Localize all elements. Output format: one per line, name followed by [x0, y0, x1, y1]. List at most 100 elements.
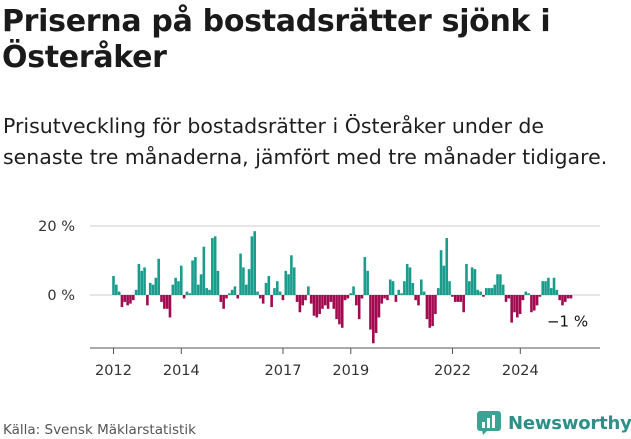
bar	[236, 295, 240, 299]
bar	[346, 295, 350, 299]
bar-series	[112, 231, 573, 344]
bar	[115, 284, 118, 295]
bar	[326, 295, 330, 309]
bar	[442, 265, 446, 295]
bar	[185, 291, 189, 295]
bar	[196, 284, 200, 295]
x-tick-label: 2017	[265, 363, 302, 379]
bar	[459, 295, 463, 302]
bar	[357, 295, 361, 320]
bar	[298, 295, 302, 313]
bar	[273, 288, 276, 295]
bar	[501, 284, 505, 295]
bar	[558, 295, 561, 301]
bar	[569, 295, 573, 299]
bar	[397, 289, 401, 295]
bar	[352, 286, 355, 296]
bar	[250, 236, 254, 295]
bar	[123, 295, 127, 302]
bar	[462, 295, 465, 313]
bar	[451, 295, 454, 297]
bar	[182, 295, 186, 299]
newsworthy-logo[interactable]: Newsworthy	[476, 410, 631, 436]
bar	[487, 288, 491, 295]
bar	[179, 265, 183, 295]
bar	[527, 293, 530, 295]
bar	[315, 295, 319, 318]
bar	[211, 238, 214, 295]
bar	[518, 295, 522, 314]
bar	[244, 284, 248, 295]
bar	[281, 295, 285, 301]
bar	[239, 253, 242, 295]
bar	[355, 295, 358, 306]
bar	[278, 291, 282, 295]
bar	[473, 269, 477, 296]
bar	[191, 260, 194, 295]
bar	[479, 291, 482, 295]
bar	[493, 284, 497, 295]
bar	[549, 288, 553, 295]
x-tick-label: 2012	[95, 363, 132, 379]
source-note: Källa: Svensk Mäklarstatistik	[3, 422, 196, 438]
bar	[403, 281, 406, 295]
bar	[504, 295, 508, 302]
bar	[126, 295, 129, 306]
bar	[219, 295, 223, 302]
bar	[448, 281, 451, 295]
bar	[366, 270, 369, 295]
bar	[112, 276, 115, 295]
bar	[309, 295, 313, 304]
x-tick-label: 2024	[502, 363, 539, 379]
gridlines	[90, 225, 600, 296]
bar	[380, 295, 384, 304]
bar	[476, 289, 480, 295]
bar	[151, 284, 155, 295]
bar	[295, 295, 299, 302]
bar	[338, 295, 341, 325]
bar	[561, 295, 564, 306]
bar	[552, 277, 556, 295]
bar	[372, 295, 375, 344]
bar	[513, 295, 516, 313]
bar	[233, 286, 237, 296]
bar	[445, 238, 449, 295]
bar	[547, 277, 550, 295]
bar	[411, 282, 415, 295]
x-tick-label: 2019	[332, 363, 369, 379]
bar	[163, 295, 166, 309]
bar	[422, 291, 426, 295]
bar	[490, 288, 494, 295]
bar	[275, 281, 279, 295]
bar	[405, 263, 409, 295]
bar	[335, 295, 338, 320]
bar	[524, 291, 528, 295]
y-axis: 20 % 0 %	[38, 219, 75, 304]
bar	[160, 295, 163, 302]
bar	[267, 276, 271, 295]
bar	[304, 295, 307, 301]
bar	[400, 293, 403, 295]
bar	[521, 295, 525, 301]
bar	[174, 277, 177, 295]
bar	[117, 291, 121, 295]
bar	[137, 263, 141, 295]
bar	[216, 270, 220, 295]
bar	[227, 293, 231, 295]
bar	[171, 284, 175, 295]
bar	[256, 291, 259, 295]
last-value-annotation: −1 %	[547, 312, 588, 330]
bar	[140, 270, 144, 295]
bar	[507, 295, 511, 299]
bar	[242, 267, 245, 295]
bar	[270, 295, 273, 308]
newsworthy-logo-icon	[477, 411, 501, 435]
bar	[482, 295, 485, 297]
brand-name: Newsworthy	[508, 412, 631, 434]
bar	[318, 295, 321, 314]
bar	[253, 231, 256, 295]
x-tick-label: 2022	[434, 363, 471, 379]
bar	[417, 295, 420, 306]
bar	[213, 236, 217, 295]
